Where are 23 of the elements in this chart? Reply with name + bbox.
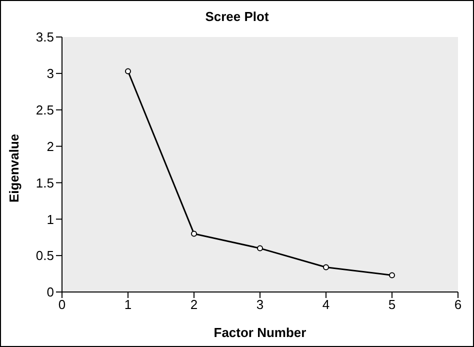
y-tick-label: 2 xyxy=(46,138,54,154)
x-tick-label: 2 xyxy=(190,297,198,312)
chart-title: Scree Plot xyxy=(204,9,270,24)
point xyxy=(389,272,395,278)
x-tick-label: 4 xyxy=(322,297,330,312)
point xyxy=(125,68,131,74)
y-tick-label: 1 xyxy=(46,212,54,227)
point xyxy=(191,230,197,237)
x-tick-label: 6 xyxy=(454,297,462,312)
y-tick-label: 0 xyxy=(46,284,54,300)
point xyxy=(257,245,263,252)
y-tick-label: 2.5 xyxy=(36,102,54,118)
x-tick-label: 3 xyxy=(256,297,264,312)
x-tick-label: 5 xyxy=(388,297,396,312)
x-tick-label: 0 xyxy=(58,297,66,312)
y-tick-label: 3.5 xyxy=(36,30,54,45)
x-tick-label: 1 xyxy=(124,297,132,312)
point xyxy=(323,264,329,270)
y-axis-title: Eigenvalue xyxy=(6,134,22,202)
y-tick-label: 3 xyxy=(46,66,54,82)
y-tick-label: 0.5 xyxy=(36,248,54,264)
x-axis-title: Factor Number xyxy=(214,325,306,340)
y-tick-label: 1.5 xyxy=(36,175,54,190)
